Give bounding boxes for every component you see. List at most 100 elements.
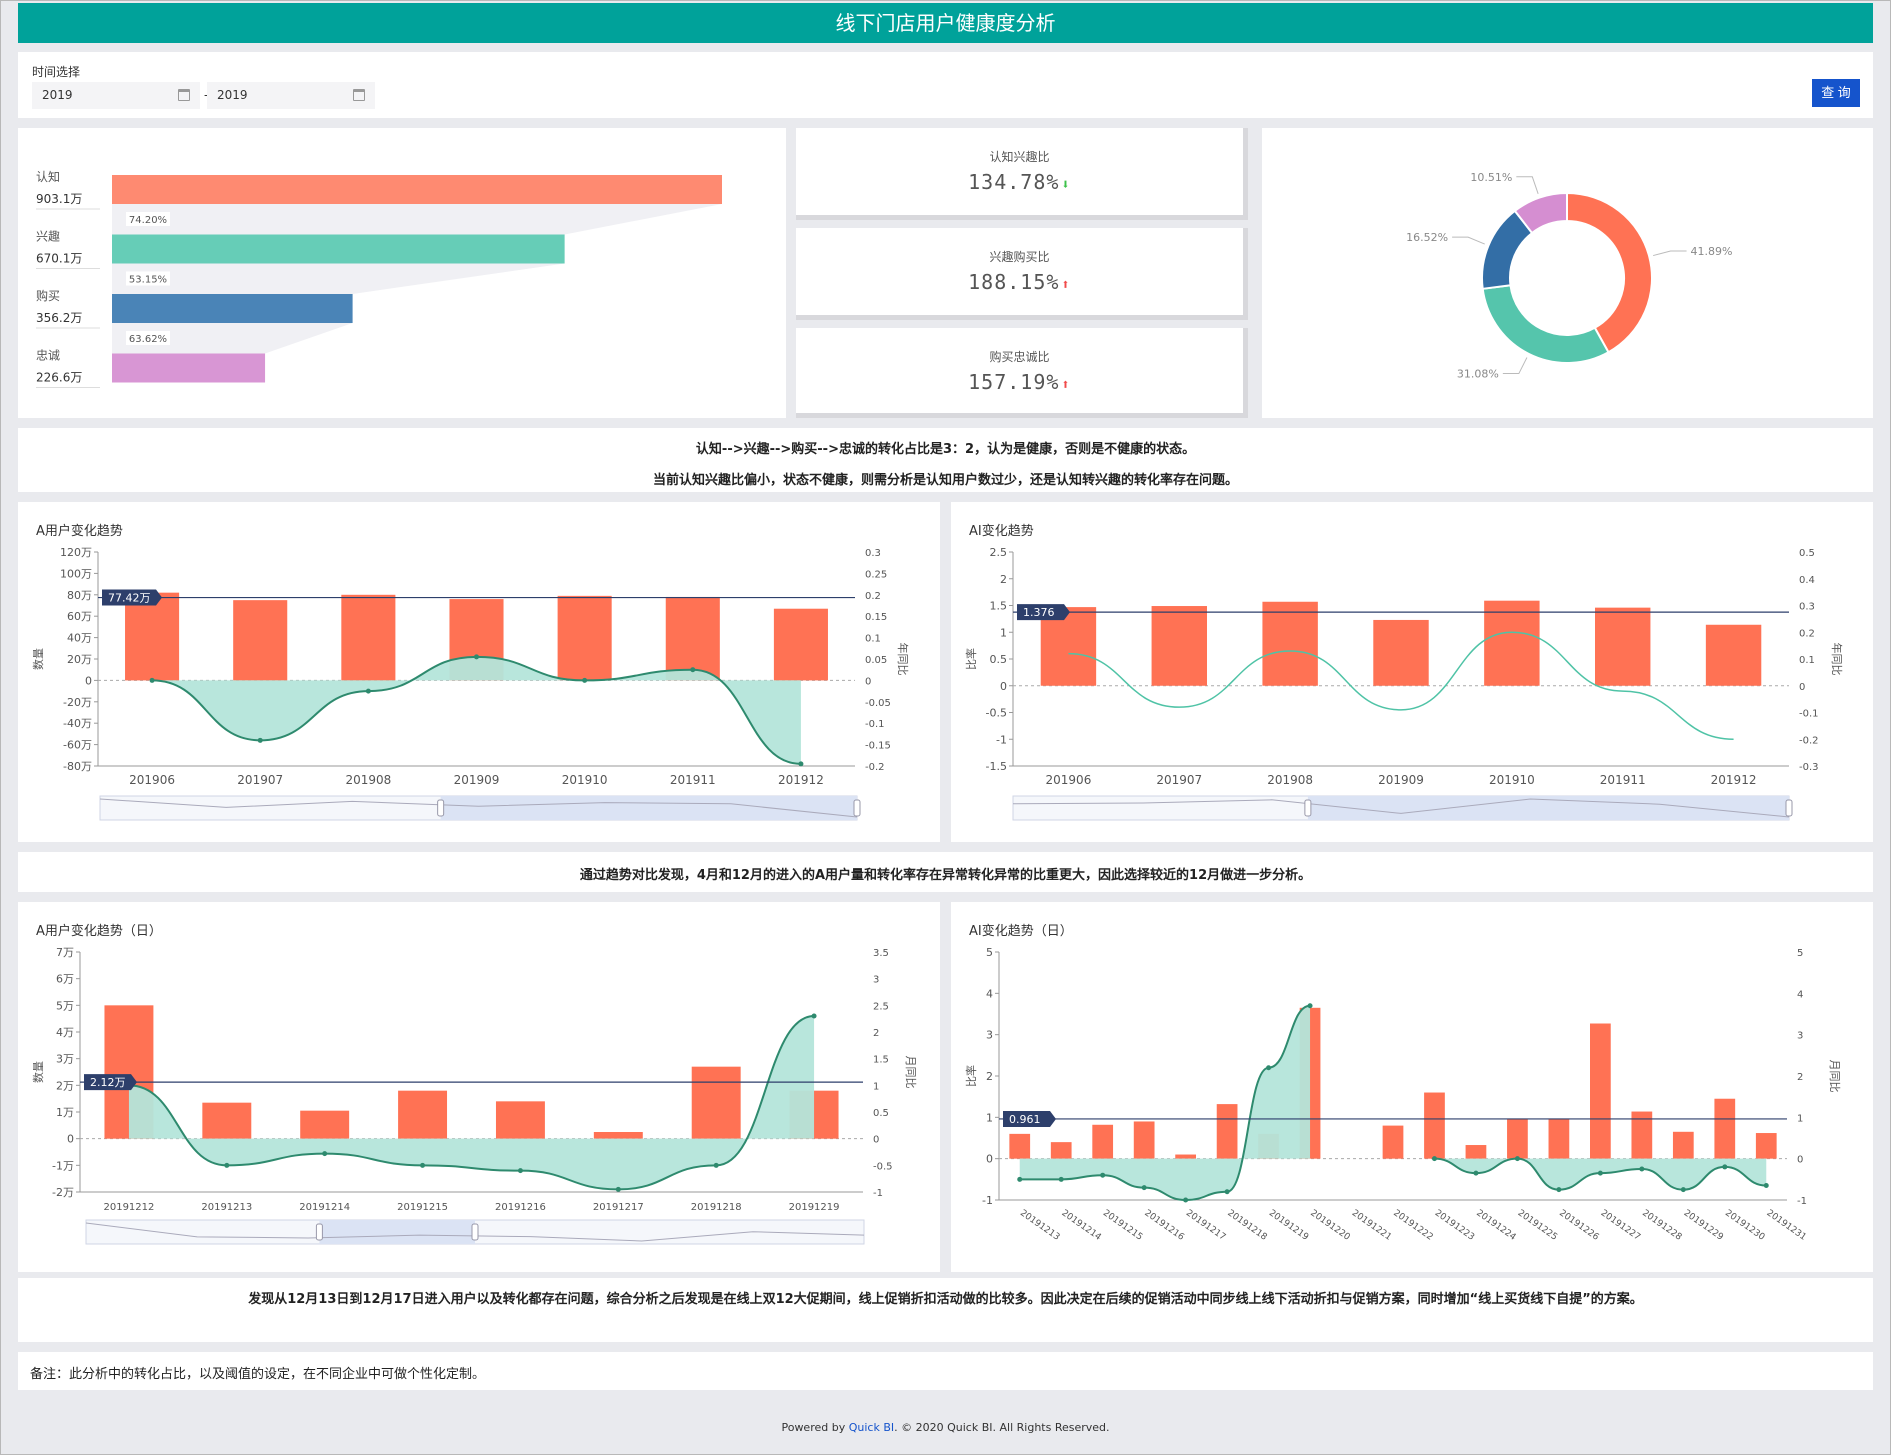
bar [1040,607,1097,686]
donut-label-line [1452,236,1485,245]
funnel-stage-value: 226.6万 [36,371,82,385]
y-tick-label: -80万 [63,760,92,773]
footer-prefix: Powered by [781,1421,849,1434]
x-tick-label: 20191217 [1184,1208,1227,1242]
note-line-1: 认知-->兴趣-->购买-->忠诚的转化占比是3：2，认为是健康，否则是不健康的… [695,442,1196,457]
y2-tick-label: 0.15 [865,612,887,623]
footer-link[interactable]: Quick BI [848,1421,895,1434]
note-line: 通过趋势对比发现，4月和12月的进入的A用户量和转化率存在异常转化异常的比重更大… [579,868,1312,883]
y-tick-label: 2 [1000,573,1007,586]
funnel-rate-label: 63.62% [129,334,167,345]
donut-label-line [1516,176,1539,194]
y2-tick-label: 0.2 [1799,628,1815,639]
line-point [365,688,371,694]
y2-tick-label: 0.5 [873,1108,889,1119]
x-tick-label: 201910 [562,773,608,787]
x-tick-label: 20191224 [1474,1208,1517,1243]
bar [1175,1154,1196,1159]
bar [1262,601,1318,686]
bar [1755,1133,1777,1159]
y2-tick-label: 1.5 [873,1055,889,1066]
ref-label-bg [102,589,162,606]
y2-tick-label: -0.15 [865,741,891,752]
chart-title: A用户变化趋势 [36,524,123,539]
y-axis-title: 数量 [32,648,45,670]
y-tick-label: -1.5 [986,760,1007,773]
y-tick-label: 1 [1000,626,1007,639]
kpi-number: 134.78% [968,170,1060,194]
ref-label-bg [84,1074,137,1091]
y2-tick-label: -0.1 [1799,709,1819,720]
chart-panel-ai-daily: AI变化趋势（日） 5 4 3 2 1 0 -1 5 4 3 2 1 0 -1 比率 月同比 20191213 2… [951,902,1873,1272]
start-date-value: 2019 [42,88,73,102]
start-date-input[interactable]: 2019 [32,82,200,109]
x-tick-label: 20191221 [1350,1208,1393,1242]
x-tick-label: 201910 [1489,773,1535,787]
note-panel-2: 通过趋势对比发现，4月和12月的进入的A用户量和转化率存在异常转化异常的比重更大… [18,852,1873,892]
y2-tick-label: 0.3 [865,548,881,559]
funnel-stage-label: 兴趣 [36,229,60,244]
line-point [1556,1187,1562,1193]
chart-panel-a-user-daily: A用户变化趋势（日） 7万 6万 5万 4万 3万 2万 1万 0 -1万 -2万 3.5 3 2.5 2… [18,902,940,1272]
time-filter-label: 时间选择 [32,65,81,79]
y-tick-label: 0 [1000,680,1007,693]
x-tick-label: 20191219 [789,1202,840,1213]
y2-tick-label: 4 [1797,989,1803,1000]
y-tick-label: 3 [986,1029,993,1042]
line-point [1431,1156,1437,1162]
y-tick-label: -40万 [63,717,92,730]
line-point [1224,1189,1230,1195]
calendar-icon[interactable] [353,89,365,101]
arrow-down-icon: ⬇ [1061,177,1071,193]
y2-tick-label: 0 [1799,682,1805,693]
kpi-value: 157.19% ⬆ [796,370,1243,394]
y2-tick-label: 1 [873,1081,879,1092]
line-point [1473,1170,1479,1176]
donut-slice-label: 41.89% [1691,245,1733,258]
funnel-stage-value: 670.1万 [36,252,82,266]
y2-tick-label: -0.2 [865,762,885,773]
y-tick-label: -20万 [63,696,92,709]
y2-tick-label: 0.1 [865,634,881,645]
donut-label-line [1653,250,1687,257]
zoom-slider-handle [1304,799,1312,817]
line-point [1183,1197,1189,1203]
x-tick-label: 201911 [1600,773,1646,787]
funnel-bar-3 [112,353,266,383]
donut-panel: 41.89% 31.08% 16.52% 10.51% [1262,128,1873,418]
y-tick-label: 7万 [56,946,74,959]
x-tick-label: 20191225 [1516,1208,1559,1242]
query-button[interactable]: 查 询 [1812,79,1860,107]
funnel-panel: 认知 903.1万 兴趣 670.1万 购买 356.2万 忠诚 226.6万 74.20% 53… [18,128,786,418]
funnel-stage-label: 忠诚 [36,349,60,363]
donut-slice-0 [1566,191,1653,354]
chart-panel-ai-trend: AI变化趋势 2.5 2 1.5 1 0.5 0 -0.5 -1 -1.5 0.5 0.4 0.3 0.… [951,502,1873,842]
y2-tick-label: 0.05 [865,655,887,666]
ref-label: 1.376 [1023,606,1055,619]
y-tick-label: 4万 [56,1026,74,1039]
line-point [1100,1172,1106,1178]
note-panel-1: 认知-->兴趣-->购买-->忠诚的转化占比是3：2，认为是健康，否则是不健康的… [18,428,1873,492]
x-tick-label: 201906 [129,773,175,787]
kpi-title: 购买忠诚比 [989,350,1050,364]
bar [398,1090,448,1139]
line-point [257,737,263,743]
end-date-input[interactable]: 2019 [207,82,375,109]
x-tick-label: 20191213 [1018,1208,1061,1242]
a-user-daily-chart: 7万 6万 5万 4万 3万 2万 1万 0 -1万 -2万 3.5 3 2.5 2 1.5 1 0.5 0 -0.… [32,946,917,1245]
x-tick-label: 20191212 [103,1202,154,1213]
bar [593,1132,643,1139]
ref-label-bg [1003,1110,1056,1127]
y2-tick-label: 1 [1797,1113,1803,1124]
funnel-connector [112,323,353,354]
y-tick-label: -60万 [63,739,92,752]
x-tick-label: 20191216 [1142,1208,1185,1243]
y-tick-label: 20万 [67,653,92,666]
calendar-icon[interactable] [178,89,190,101]
line-point [322,1151,328,1157]
bar [1484,600,1540,686]
y-tick-label: 60万 [67,610,92,623]
line-point [811,1013,817,1019]
line-point [1597,1170,1603,1176]
zoom-slider-handle [471,1223,479,1241]
